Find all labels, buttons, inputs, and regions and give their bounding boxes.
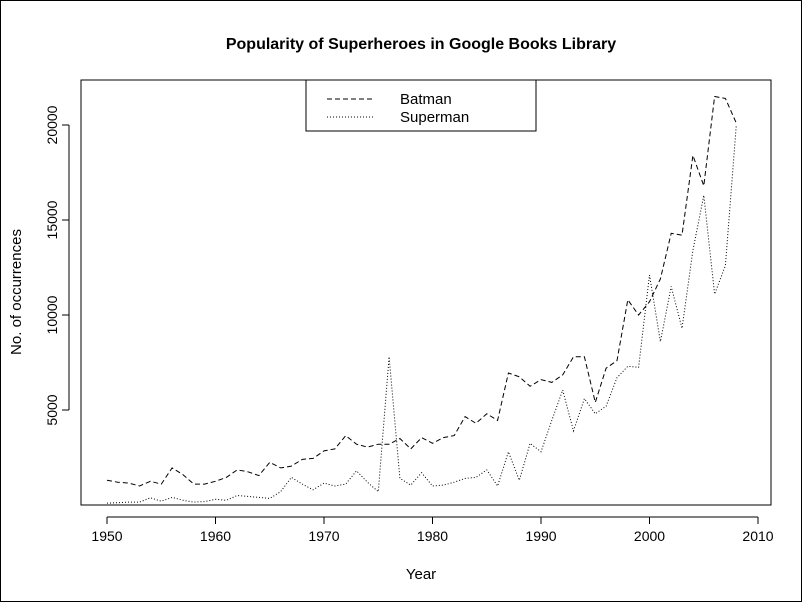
- y-tick-label: 20000: [44, 105, 60, 144]
- y-tick-label: 10000: [44, 295, 60, 334]
- x-tick-label: 1970: [308, 528, 339, 544]
- legend: Batman Superman: [305, 79, 537, 132]
- plot-area-border: [80, 79, 772, 506]
- x-tick-label: 1950: [91, 528, 122, 544]
- series-line-batman: [106, 95, 737, 487]
- legend-box: [305, 79, 537, 132]
- y-tick-label: 5000: [44, 394, 60, 425]
- legend-label-superman: Superman: [400, 109, 469, 126]
- x-tick-label: 1980: [417, 528, 448, 544]
- legend-label-batman: Batman: [400, 91, 452, 108]
- series-line-superman: [106, 124, 737, 504]
- x-tick-label: 1960: [200, 528, 231, 544]
- series-layer: [106, 95, 737, 504]
- x-tick-label: 2000: [634, 528, 665, 544]
- x-axis-label: Year: [406, 566, 436, 583]
- y-tick-label: 15000: [44, 200, 60, 239]
- x-tick-label: 2010: [742, 528, 773, 544]
- chart-title: Popularity of Superheroes in Google Book…: [226, 36, 616, 53]
- x-axis: 1950 1960 1970 1980 1990 2000 2010: [91, 516, 774, 544]
- x-tick-label: 1990: [525, 528, 556, 544]
- y-axis: 5000 10000 15000 20000: [44, 105, 70, 426]
- y-axis-label: No. of occurrences: [8, 229, 25, 355]
